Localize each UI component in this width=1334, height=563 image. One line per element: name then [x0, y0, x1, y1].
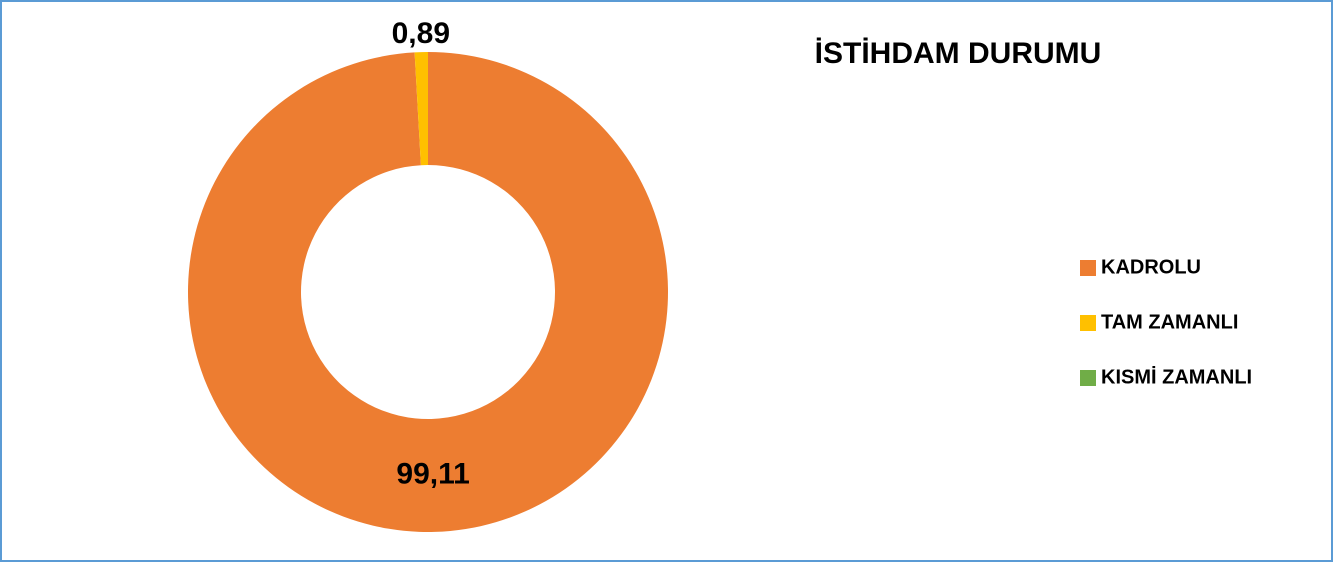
legend-swatch — [1080, 315, 1096, 331]
slice — [414, 52, 428, 166]
legend-label: KADROLU — [1101, 256, 1201, 278]
legend-swatch — [1080, 260, 1096, 276]
legend-label: KISMİ ZAMANLI — [1101, 365, 1252, 388]
data-label: 0,89 — [392, 17, 450, 50]
slice — [188, 52, 668, 533]
data-label: 99,11 — [396, 457, 469, 490]
legend-swatch — [1080, 370, 1096, 386]
legend-label: TAM ZAMANLI — [1101, 311, 1238, 333]
chart-title: İSTİHDAM DURUMU — [815, 37, 1102, 70]
